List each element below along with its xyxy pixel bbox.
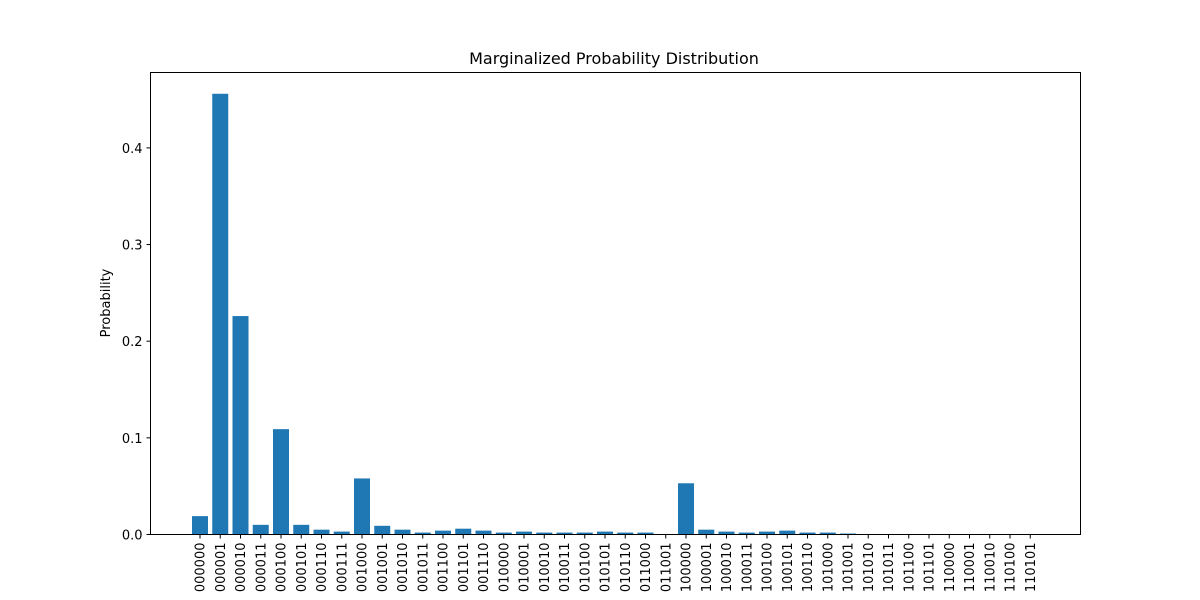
x-tick-label: 101001	[842, 543, 857, 593]
x-tick-label: 100100	[761, 543, 776, 593]
x-tick-label: 110101	[1024, 543, 1039, 593]
x-tick-label: 000100	[275, 543, 290, 593]
x-tick-label: 100010	[720, 543, 735, 593]
x-tick-label: 001001	[376, 543, 391, 593]
x-axis: 000000 000001 000010 000011 000100 000101 0001…	[194, 534, 1039, 593]
x-tick-label: 010011	[558, 543, 573, 593]
x-tick-label: 000011	[254, 543, 269, 593]
x-tick-label: 001101	[457, 543, 472, 593]
y-tick-label: 0.1	[122, 432, 143, 447]
bar-100101	[779, 530, 796, 535]
bars-group	[192, 93, 1039, 535]
x-tick-label: 000010	[234, 543, 249, 593]
bar-100010	[718, 531, 735, 535]
x-tick-label: 100001	[700, 543, 715, 593]
x-tick-label: 110000	[943, 543, 958, 593]
bar-100001	[698, 529, 715, 535]
x-tick-label: 110001	[963, 543, 978, 593]
bar-000001	[212, 93, 229, 535]
x-tick-label: 000001	[214, 543, 229, 593]
x-tick-label: 011000	[639, 543, 654, 593]
x-tick-label: 101011	[882, 543, 897, 593]
bar-010100	[576, 532, 593, 535]
x-tick-label: 101100	[902, 543, 917, 593]
bar-001001	[374, 525, 391, 535]
x-tick-label: 101101	[923, 543, 938, 593]
x-tick-label: 010110	[619, 543, 634, 593]
bar-100000	[678, 483, 694, 535]
x-tick-label: 010001	[518, 543, 533, 593]
x-tick-label: 110100	[1004, 543, 1019, 593]
x-tick-label: 011001	[659, 543, 674, 593]
x-tick-label: 010010	[538, 543, 553, 593]
bar-000110	[313, 529, 330, 535]
bar-100011	[738, 532, 755, 535]
bar-001010	[394, 529, 411, 535]
x-tick-label: 001011	[416, 543, 431, 593]
x-tick-label: 100110	[801, 543, 816, 593]
x-tick-label: 000000	[194, 543, 209, 593]
x-tick-label: 100000	[680, 543, 695, 593]
x-tick-label: 000110	[315, 543, 330, 593]
bar-100110	[799, 532, 816, 535]
bar-010000	[495, 532, 512, 535]
y-axis: 0.0 0.1 0.2 0.3 0.4	[122, 142, 151, 544]
bar-000100	[273, 429, 289, 535]
x-tick-label: 000101	[295, 543, 310, 593]
x-tick-label: 010100	[578, 543, 593, 593]
bar-010010	[536, 532, 553, 535]
bar-010001	[516, 531, 532, 535]
x-tick-label: 110010	[983, 543, 998, 593]
y-tick-label: 0.0	[122, 529, 143, 544]
x-tick-label: 001010	[396, 543, 411, 593]
x-tick-label: 100101	[781, 543, 796, 593]
bar-000010	[232, 316, 249, 535]
y-tick-label: 0.3	[122, 239, 143, 254]
x-tick-label: 000111	[335, 543, 350, 593]
bar-101000	[819, 532, 836, 535]
y-tick-label: 0.4	[122, 142, 143, 157]
bar-100100	[759, 531, 775, 535]
x-tick-label: 001100	[437, 543, 452, 593]
x-tick-label: 101000	[821, 543, 836, 593]
x-tick-label: 001000	[356, 543, 371, 593]
bar-001011	[414, 532, 431, 535]
plot-frame	[150, 72, 1081, 535]
bar-001100	[435, 530, 451, 535]
bar-010110	[617, 532, 634, 535]
bar-000011	[252, 524, 269, 535]
x-tick-label: 101010	[862, 543, 877, 593]
bar-000000	[192, 516, 208, 535]
bar-001110	[475, 530, 492, 535]
bar-010011	[556, 532, 573, 535]
bar-000101	[293, 524, 310, 535]
y-tick-label: 0.2	[122, 335, 143, 350]
bar-001101	[455, 528, 472, 535]
bar-001000	[354, 478, 370, 535]
x-tick-label: 001110	[477, 543, 492, 593]
bar-000111	[333, 531, 350, 535]
x-tick-label: 010000	[497, 543, 512, 593]
x-tick-label: 010101	[599, 543, 614, 593]
bar-011000	[637, 532, 654, 535]
x-tick-label: 100011	[740, 543, 755, 593]
bar-010101	[597, 531, 613, 535]
y-axis-label: Probability	[99, 268, 114, 337]
chart-title: Marginalized Probability Distribution	[469, 49, 759, 68]
